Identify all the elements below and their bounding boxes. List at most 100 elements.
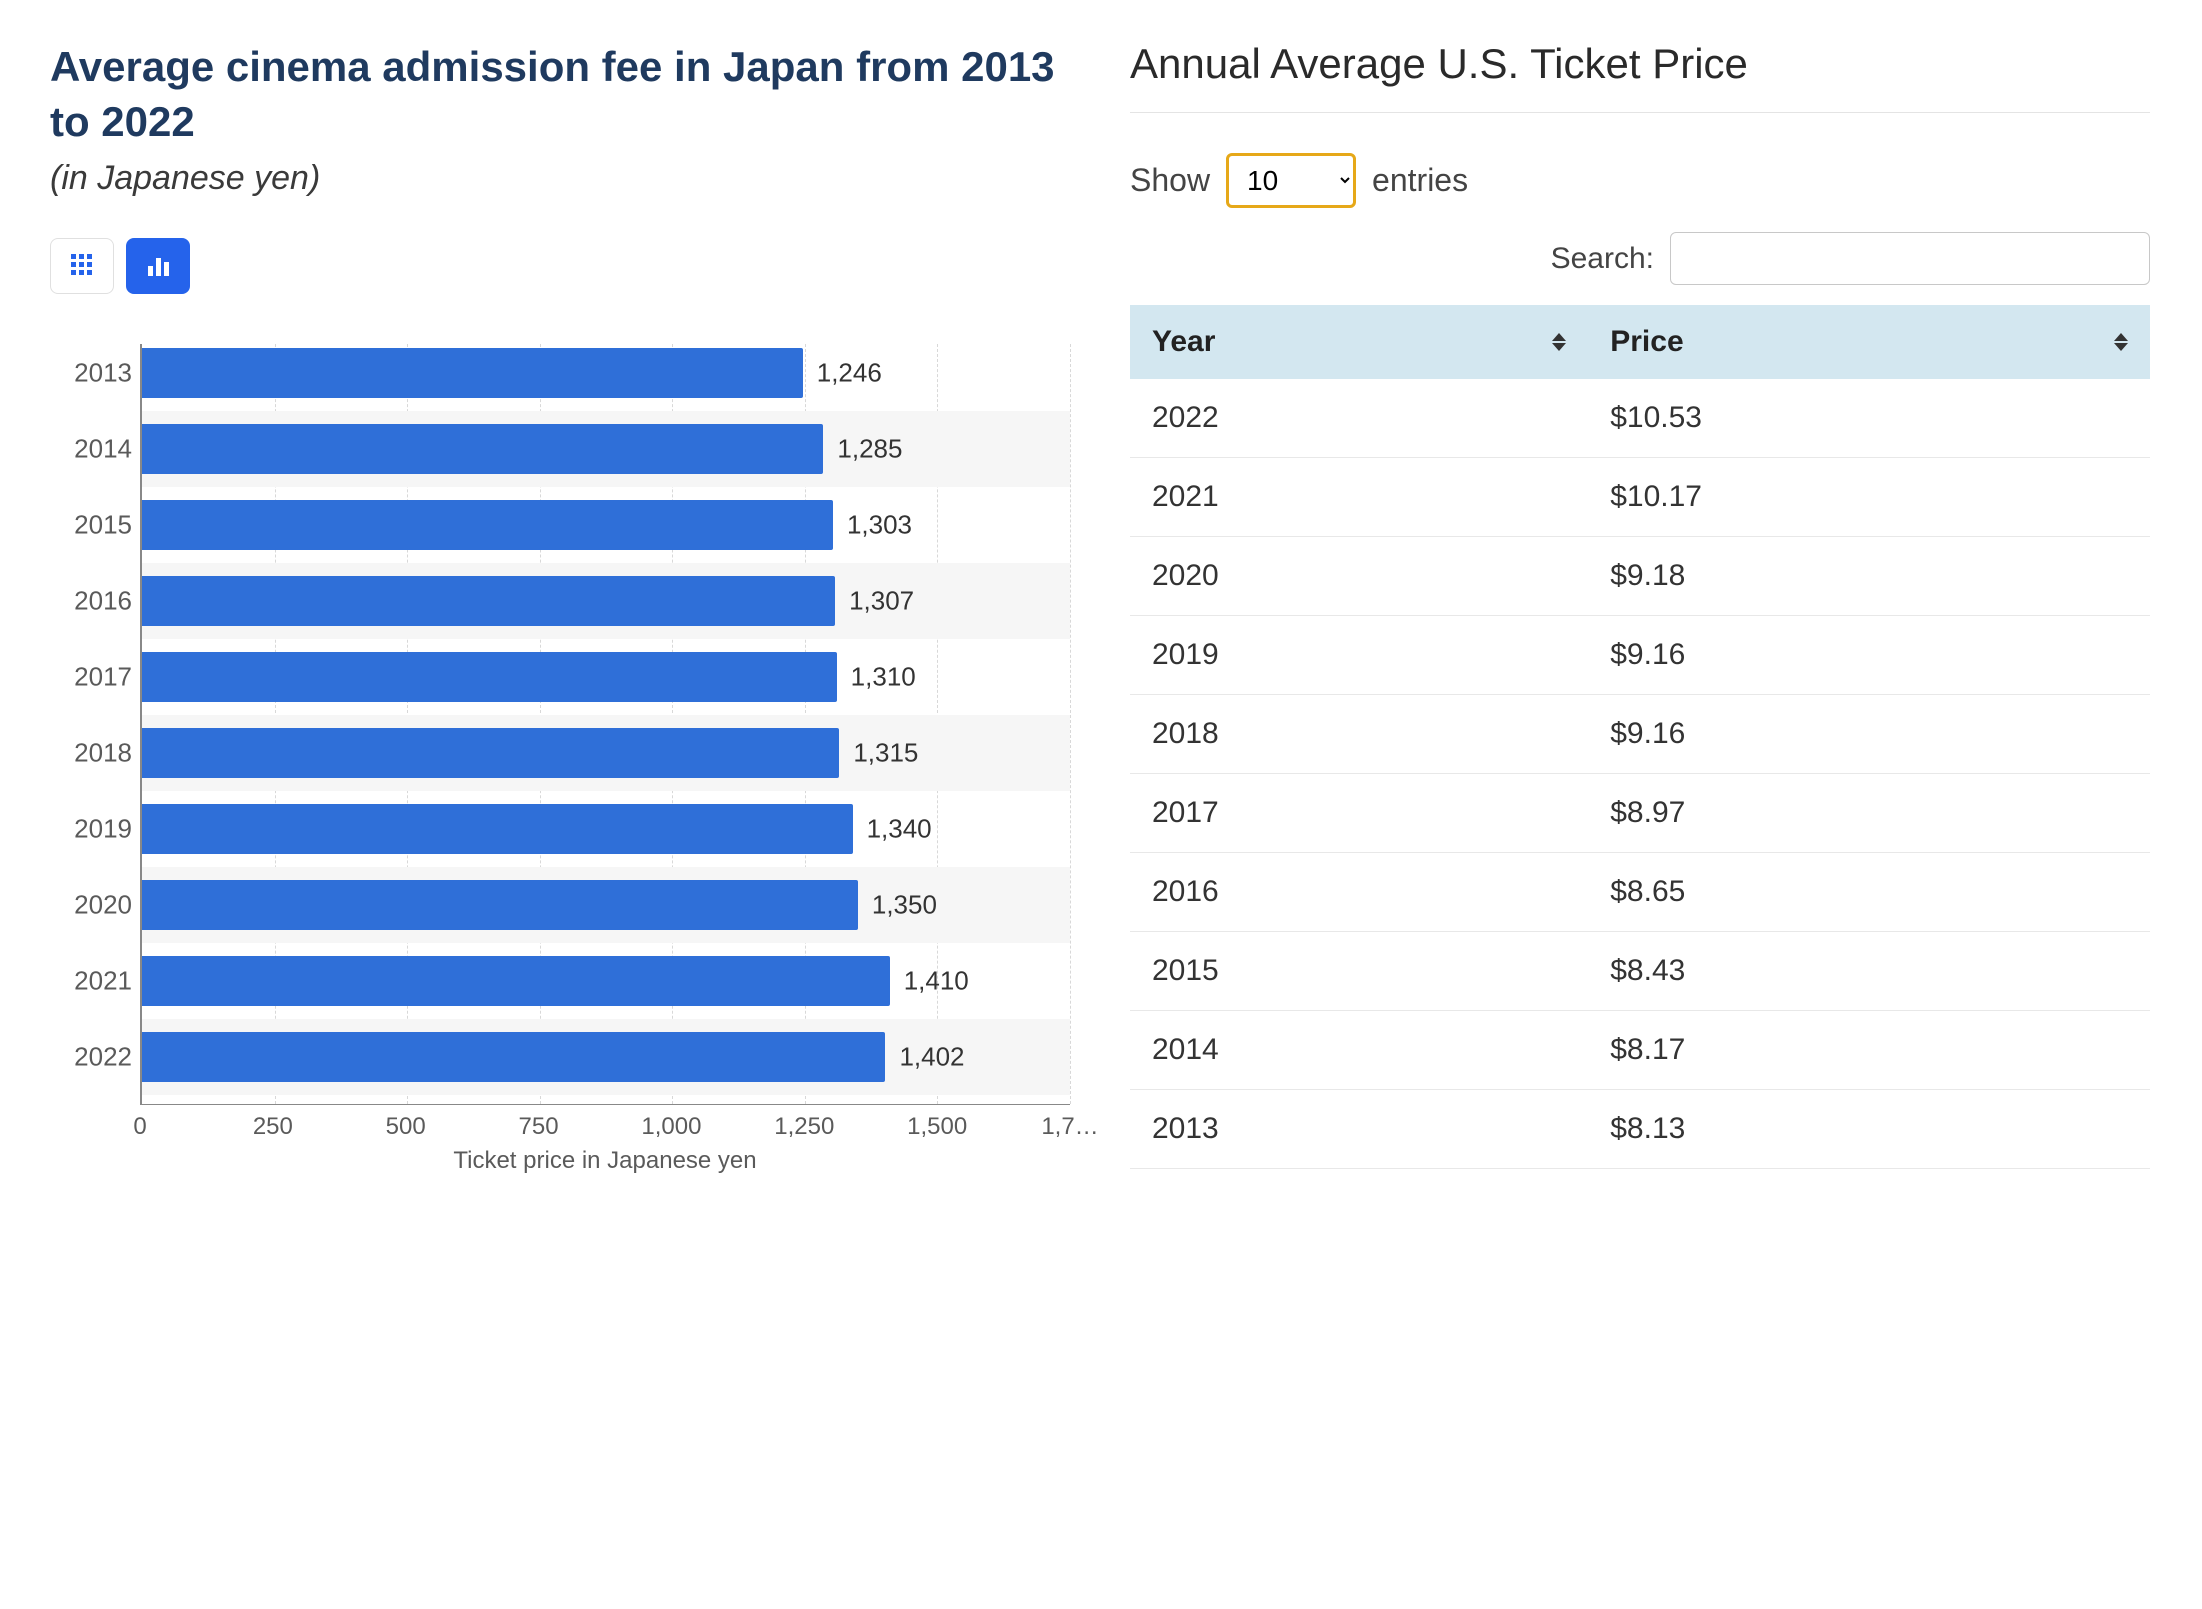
x-tick-label: 750 [519,1113,559,1141]
bar-row: 20201,350 [142,876,1070,934]
us-table-panel: Annual Average U.S. Ticket Price Show 10… [1130,40,2150,1175]
bar-value-label: 1,350 [872,890,937,921]
bar-chart-icon [146,254,170,279]
cell-price: $9.16 [1588,616,2150,695]
cell-price: $8.17 [1588,1011,2150,1090]
bar-fill[interactable] [142,1032,885,1082]
bar-fill[interactable] [142,804,853,854]
bar-year-label: 2021 [52,966,132,997]
bar-value-label: 1,340 [867,814,932,845]
table-row: 2013$8.13 [1130,1090,2150,1169]
cell-year: 2018 [1130,695,1588,774]
show-label: Show [1130,162,1210,199]
bar-fill[interactable] [142,348,803,398]
bar-row: 20211,410 [142,952,1070,1010]
price-table: Year Price 2022$10.532021$10.172020$9.18… [1130,305,2150,1169]
chart-title: Average cinema admission fee in Japan fr… [50,40,1070,149]
bar-year-label: 2019 [52,814,132,845]
bar-value-label: 1,410 [904,966,969,997]
cell-year: 2013 [1130,1090,1588,1169]
entries-control: Show 10 entries [1130,153,2150,208]
x-tick-label: 1,500 [907,1113,967,1141]
bar-row: 20141,285 [142,420,1070,478]
cell-year: 2019 [1130,616,1588,695]
bar-fill[interactable] [142,424,823,474]
cell-year: 2016 [1130,853,1588,932]
bar-value-label: 1,402 [899,1042,964,1073]
bar-row: 20171,310 [142,648,1070,706]
bar-value-label: 1,315 [853,738,918,769]
cell-price: $10.53 [1588,379,2150,458]
bar-row: 20161,307 [142,572,1070,630]
bar-row: 20131,246 [142,344,1070,402]
x-tick-label: 1,250 [774,1113,834,1141]
search-control: Search: [1130,232,2150,285]
cell-price: $8.43 [1588,932,2150,1011]
cell-year: 2014 [1130,1011,1588,1090]
table-row: 2020$9.18 [1130,537,2150,616]
x-tick-label: 250 [253,1113,293,1141]
bar-year-label: 2016 [52,586,132,617]
bar-value-label: 1,246 [817,358,882,389]
cell-year: 2022 [1130,379,1588,458]
column-label: Price [1610,325,1683,358]
cell-year: 2021 [1130,458,1588,537]
column-header-price[interactable]: Price [1588,305,2150,379]
bar-row: 20221,402 [142,1028,1070,1086]
bar-fill[interactable] [142,500,833,550]
table-title: Annual Average U.S. Ticket Price [1130,40,2150,113]
x-tick-label: 1,7… [1041,1113,1098,1141]
bar-value-label: 1,285 [837,434,902,465]
cell-price: $8.13 [1588,1090,2150,1169]
bar-year-label: 2018 [52,738,132,769]
chart-view-button[interactable] [126,238,190,294]
bar-year-label: 2015 [52,510,132,541]
sort-icon [1552,333,1566,351]
bar-fill[interactable] [142,576,835,626]
grid-view-button[interactable] [50,238,114,294]
bar-fill[interactable] [142,652,837,702]
cell-price: $10.17 [1588,458,2150,537]
bar-fill[interactable] [142,728,839,778]
cell-year: 2015 [1130,932,1588,1011]
column-header-year[interactable]: Year [1130,305,1588,379]
table-row: 2017$8.97 [1130,774,2150,853]
bar-row: 20151,303 [142,496,1070,554]
table-row: 2014$8.17 [1130,1011,2150,1090]
x-tick-label: 0 [133,1113,146,1141]
table-row: 2016$8.65 [1130,853,2150,932]
cell-price: $8.65 [1588,853,2150,932]
sort-icon [2114,333,2128,351]
bar-year-label: 2017 [52,662,132,693]
bar-year-label: 2014 [52,434,132,465]
column-label: Year [1152,325,1215,358]
view-toggle-group [50,238,1070,294]
bar-fill[interactable] [142,956,890,1006]
table-row: 2021$10.17 [1130,458,2150,537]
grid-line [1070,344,1071,1104]
bar-fill[interactable] [142,880,858,930]
table-row: 2015$8.43 [1130,932,2150,1011]
japan-chart-panel: Average cinema admission fee in Japan fr… [50,40,1070,1175]
bar-chart: 20131,24620141,28520151,30320161,3072017… [50,344,1070,1175]
bar-value-label: 1,310 [851,662,916,693]
bar-value-label: 1,303 [847,510,912,541]
search-input[interactable] [1670,232,2150,285]
bar-row: 20191,340 [142,800,1070,858]
table-row: 2018$9.16 [1130,695,2150,774]
bar-year-label: 2022 [52,1042,132,1073]
x-tick-label: 1,000 [641,1113,701,1141]
x-tick-label: 500 [386,1113,426,1141]
cell-price: $8.97 [1588,774,2150,853]
grid-icon [71,254,93,279]
cell-year: 2017 [1130,774,1588,853]
cell-year: 2020 [1130,537,1588,616]
table-row: 2022$10.53 [1130,379,2150,458]
chart-subtitle: (in Japanese yen) [50,159,1070,198]
bar-row: 20181,315 [142,724,1070,782]
entries-select[interactable]: 10 [1226,153,1356,208]
table-row: 2019$9.16 [1130,616,2150,695]
bar-value-label: 1,307 [849,586,914,617]
bar-year-label: 2013 [52,358,132,389]
cell-price: $9.18 [1588,537,2150,616]
